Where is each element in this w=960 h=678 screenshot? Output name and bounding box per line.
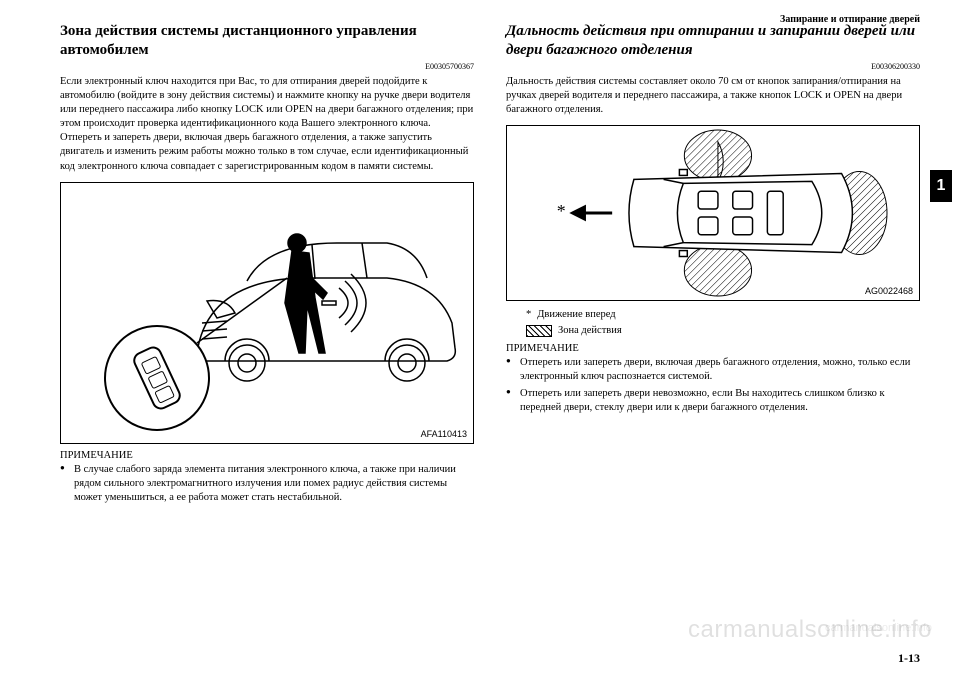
right-heading: Дальность действия при отпирании и запир… — [506, 22, 920, 60]
section-tab: 1 — [930, 170, 952, 202]
right-body-text: Дальность действия системы составляет ок… — [506, 75, 920, 118]
left-column: Зона действия системы дистанционного упр… — [60, 22, 474, 508]
right-doc-code: E00306200330 — [506, 62, 920, 71]
left-doc-code: E00305700367 — [60, 62, 474, 71]
page-body: Зона действия системы дистанционного упр… — [0, 0, 960, 518]
figure-key-zone: AFA110413 — [60, 182, 474, 444]
left-heading: Зона действия системы дистанционного упр… — [60, 22, 474, 60]
legend-zone-label: Зона действия — [558, 323, 622, 339]
svg-text:*: * — [557, 201, 566, 221]
left-body-text: Если электронный ключ находится при Вас,… — [60, 75, 474, 174]
illustration-top-view: * — [507, 126, 919, 300]
figure-id-left: AFA110413 — [421, 429, 467, 439]
figure-range-zones: * — [506, 125, 920, 301]
note-title-left: ПРИМЕЧАНИЕ — [60, 450, 474, 461]
right-column: Дальность действия при отпирании и запир… — [506, 22, 920, 508]
figure-id-right: AG0022468 — [865, 286, 913, 296]
watermark-small: carmanualsonline.info — [825, 622, 932, 634]
note-list-right: Отпереть или запереть двери, включая две… — [506, 356, 920, 416]
note-item: В случае слабого заряда элемента питания… — [74, 463, 474, 506]
legend-forward: * Движение вперед — [526, 307, 920, 323]
illustration-person-car — [61, 183, 473, 443]
page-number: 1-13 — [898, 651, 920, 666]
legend-zone: Зона действия — [526, 323, 920, 339]
watermark: carmanualsonline.info — [688, 616, 932, 644]
note-list-left: В случае слабого заряда элемента питания… — [60, 463, 474, 506]
hatch-swatch-icon — [526, 325, 552, 337]
legend: * Движение вперед Зона действия — [526, 307, 920, 339]
legend-forward-label: Движение вперед — [537, 307, 615, 323]
legend-asterisk: * — [526, 307, 531, 323]
note-title-right: ПРИМЕЧАНИЕ — [506, 343, 920, 354]
running-header: Запирание и отпирание дверей — [780, 14, 920, 25]
note-item: Отпереть или запереть двери, включая две… — [520, 356, 920, 384]
note-item: Отпереть или запереть двери невозможно, … — [520, 387, 920, 415]
